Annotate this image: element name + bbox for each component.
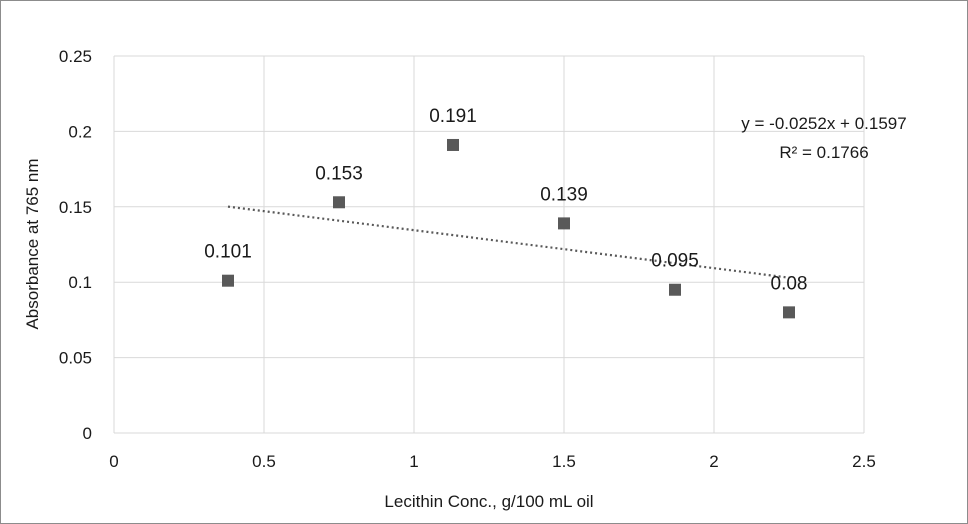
data-label-2: 0.191 <box>429 106 477 127</box>
data-points <box>222 138 795 319</box>
trendline-equation: y = -0.0252x + 0.1597 <box>741 114 906 133</box>
y-tick-label-4: 0.2 <box>68 122 92 141</box>
x-axis-title: Lecithin Conc., g/100 mL oil <box>384 492 593 511</box>
trendline-r-squared: R² = 0.1766 <box>779 143 868 162</box>
x-tick-label-2: 1 <box>409 452 418 471</box>
data-label-3: 0.139 <box>540 184 588 205</box>
data-point-5 <box>783 306 795 319</box>
data-point-4 <box>669 283 681 296</box>
y-tick-label-5: 0.25 <box>59 47 92 66</box>
trendline <box>227 205 790 279</box>
y-tick-label-0: 0 <box>83 424 92 443</box>
data-label-0: 0.101 <box>204 242 252 263</box>
data-label-4: 0.095 <box>651 251 699 272</box>
data-labels: 0.101 0.153 0.191 0.139 0.095 0.08 <box>204 106 807 294</box>
x-tick-label-3: 1.5 <box>552 452 576 471</box>
x-tick-label-4: 2 <box>709 452 718 471</box>
x-tick-label-5: 2.5 <box>852 452 876 471</box>
y-tick-label-1: 0.05 <box>59 349 92 368</box>
data-point-3 <box>558 217 570 230</box>
data-label-1: 0.153 <box>315 163 363 184</box>
y-axis-title: Absorbance at 765 nm <box>23 158 42 329</box>
gridlines <box>113 55 865 434</box>
x-tick-label-0: 0 <box>109 452 118 471</box>
trendline-group <box>227 205 790 279</box>
y-tick-label-3: 0.15 <box>59 198 92 217</box>
data-point-1 <box>333 196 345 209</box>
x-axis-tick-labels: 0 0.5 1 1.5 2 2.5 <box>109 452 876 471</box>
data-point-2 <box>447 138 459 151</box>
y-axis-tick-labels: 0 0.05 0.1 0.15 0.2 0.25 <box>59 47 92 443</box>
data-label-5: 0.08 <box>771 273 808 294</box>
data-point-0 <box>222 274 234 287</box>
y-tick-label-2: 0.1 <box>68 273 92 292</box>
x-tick-label-1: 0.5 <box>252 452 276 471</box>
